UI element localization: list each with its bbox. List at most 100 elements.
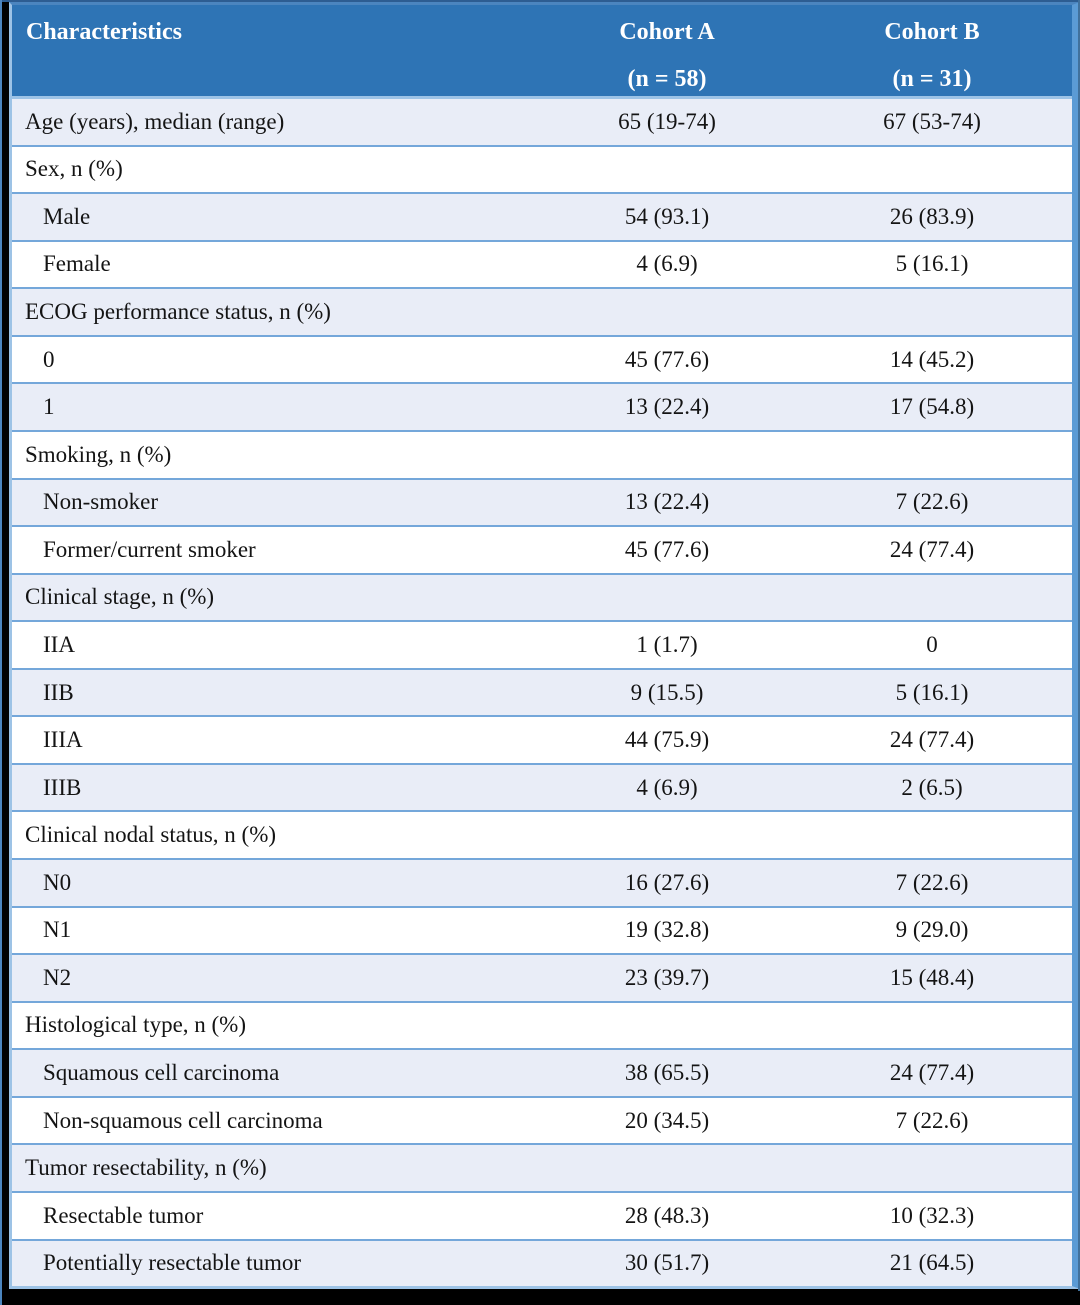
row-label: Clinical stage, n (%) [25, 584, 215, 610]
cohort-b-value: 21 (64.5) [889, 1250, 975, 1276]
cohort-b-title: Cohort B [884, 19, 980, 45]
row-label: Female [43, 251, 111, 277]
cohort-a-value: 28 (48.3) [624, 1202, 710, 1228]
row-label: Clinical nodal status, n (%) [25, 822, 277, 848]
table-row: Sex, n (%) [12, 146, 1072, 195]
row-label: Non-squamous cell carcinoma [43, 1107, 323, 1133]
row-label: Potentially resectable tumor [43, 1250, 302, 1276]
cohort-a-value: 13 (22.4) [624, 489, 710, 515]
row-label: Sex, n (%) [25, 156, 123, 182]
cohort-a-value: 16 (27.6) [624, 869, 710, 895]
cohort-a-value: 45 (77.6) [624, 536, 710, 562]
row-label: Squamous cell carcinoma [43, 1060, 280, 1086]
cohort-b-value: 17 (54.8) [889, 394, 975, 420]
table-row: N1 19 (32.8) 9 (29.0) [12, 907, 1072, 956]
cohort-a-value: 4 (6.9) [636, 251, 698, 277]
table-row: Resectable tumor 28 (48.3) 10 (32.3) [12, 1192, 1072, 1241]
cohort-a-title: Cohort A [619, 19, 715, 45]
left-edge-border [0, 0, 2, 1305]
row-label: Non-smoker [43, 489, 158, 515]
cohort-a-value: 30 (51.7) [624, 1250, 710, 1276]
column-header-cohort-b: Cohort B (n = 31) [792, 5, 1072, 96]
cohort-a-value: 65 (19-74) [618, 108, 716, 134]
row-label: Smoking, n (%) [25, 441, 172, 467]
table-row: N2 23 (39.7) 15 (48.4) [12, 955, 1072, 1003]
row-label: Tumor resectability, n (%) [25, 1155, 267, 1181]
cohort-b-value: 5 (16.1) [895, 679, 969, 705]
right-edge-border [1078, 0, 1080, 1291]
table-row: Age (years), median (range) 65 (19-74) 6… [12, 99, 1072, 147]
row-label: IIB [43, 679, 74, 705]
table-row: Smoking, n (%) [12, 431, 1072, 480]
cohort-a-value: 13 (22.4) [624, 394, 710, 420]
cohort-a-value: 54 (93.1) [624, 203, 710, 229]
row-label: ECOG performance status, n (%) [25, 299, 331, 325]
cohort-b-value: 2 (6.5) [901, 774, 963, 800]
cohort-b-value: 9 (29.0) [895, 917, 969, 943]
row-label: Male [43, 203, 91, 229]
cohort-b-value: 7 (22.6) [895, 489, 969, 515]
table-row: Male 54 (93.1) 26 (83.9) [12, 194, 1072, 242]
table-row: IIIB 4 (6.9) 2 (6.5) [12, 764, 1072, 813]
table-row: 1 13 (22.4) 17 (54.8) [12, 384, 1072, 432]
cohort-b-sample-size: (n = 31) [892, 66, 972, 92]
cohort-b-value: 24 (77.4) [889, 536, 975, 562]
row-label: Histological type, n (%) [25, 1012, 247, 1038]
row-label: IIA [43, 631, 75, 657]
table-row: N0 16 (27.6) 7 (22.6) [12, 860, 1072, 908]
row-label: N0 [43, 869, 72, 895]
table-row: IIIA 44 (75.9) 24 (77.4) [12, 717, 1072, 765]
table-row: IIB 9 (15.5) 5 (16.1) [12, 669, 1072, 718]
cohort-a-sample-size: (n = 58) [627, 66, 707, 92]
row-label: Former/current smoker [43, 536, 256, 562]
table-row: Clinical stage, n (%) [12, 574, 1072, 623]
cohort-a-value: 23 (39.7) [624, 964, 710, 990]
cohort-a-value: 1 (1.7) [636, 631, 698, 657]
table-row: ECOG performance status, n (%) [12, 289, 1072, 337]
table-row: Histological type, n (%) [12, 1002, 1072, 1051]
cohort-b-value: 15 (48.4) [889, 964, 975, 990]
cohort-b-value: 24 (77.4) [889, 1060, 975, 1086]
table-row: Female 4 (6.9) 5 (16.1) [12, 241, 1072, 290]
table-body: Age (years), median (range) 65 (19-74) 6… [12, 99, 1072, 1287]
table-row: Potentially resectable tumor 30 (51.7) 2… [12, 1240, 1072, 1287]
cohort-a-value: 20 (34.5) [624, 1107, 710, 1133]
row-label: N1 [43, 917, 72, 943]
column-header-cohort-a: Cohort A (n = 58) [542, 5, 792, 96]
cohort-b-value: 14 (45.2) [889, 346, 975, 372]
cohort-a-value: 45 (77.6) [624, 346, 710, 372]
cohort-b-value: 67 (53-74) [883, 108, 981, 134]
table-row: Tumor resectability, n (%) [12, 1145, 1072, 1193]
cohort-a-value: 9 (15.5) [630, 679, 704, 705]
table-row: 0 45 (77.6) 14 (45.2) [12, 336, 1072, 385]
cohort-a-value: 4 (6.9) [636, 774, 698, 800]
table-row: Clinical nodal status, n (%) [12, 812, 1072, 860]
cohort-a-value: 44 (75.9) [624, 727, 710, 753]
cohort-b-value: 24 (77.4) [889, 727, 975, 753]
cohort-a-value: 19 (32.8) [624, 917, 710, 943]
cohort-b-value: 10 (32.3) [889, 1202, 975, 1228]
table-row: Non-smoker 13 (22.4) 7 (22.6) [12, 479, 1072, 528]
cohort-b-value: 0 [926, 631, 938, 657]
row-label: N2 [43, 964, 72, 990]
row-label: IIIA [43, 727, 83, 753]
row-label: Age (years), median (range) [25, 108, 285, 134]
table-row: IIA 1 (1.7) 0 [12, 622, 1072, 670]
table-header-row: Characteristics Cohort A (n = 58) Cohort… [12, 5, 1072, 99]
table-row: Squamous cell carcinoma 38 (65.5) 24 (77… [12, 1050, 1072, 1098]
row-label: 0 [43, 346, 55, 372]
row-label: IIIB [43, 774, 82, 800]
row-label: 1 [43, 394, 55, 420]
cohort-b-value: 7 (22.6) [895, 869, 969, 895]
cohort-a-value: 38 (65.5) [624, 1060, 710, 1086]
table-row: Former/current smoker 45 (77.6) 24 (77.4… [12, 527, 1072, 575]
cohort-b-value: 26 (83.9) [889, 203, 975, 229]
characteristics-table: Characteristics Cohort A (n = 58) Cohort… [9, 2, 1080, 1289]
table-row: Non-squamous cell carcinoma 20 (34.5) 7 … [12, 1097, 1072, 1146]
cohort-b-value: 5 (16.1) [895, 251, 969, 277]
row-label: Resectable tumor [43, 1202, 204, 1228]
cohort-b-value: 7 (22.6) [895, 1107, 969, 1133]
column-header-characteristics: Characteristics [26, 19, 182, 45]
